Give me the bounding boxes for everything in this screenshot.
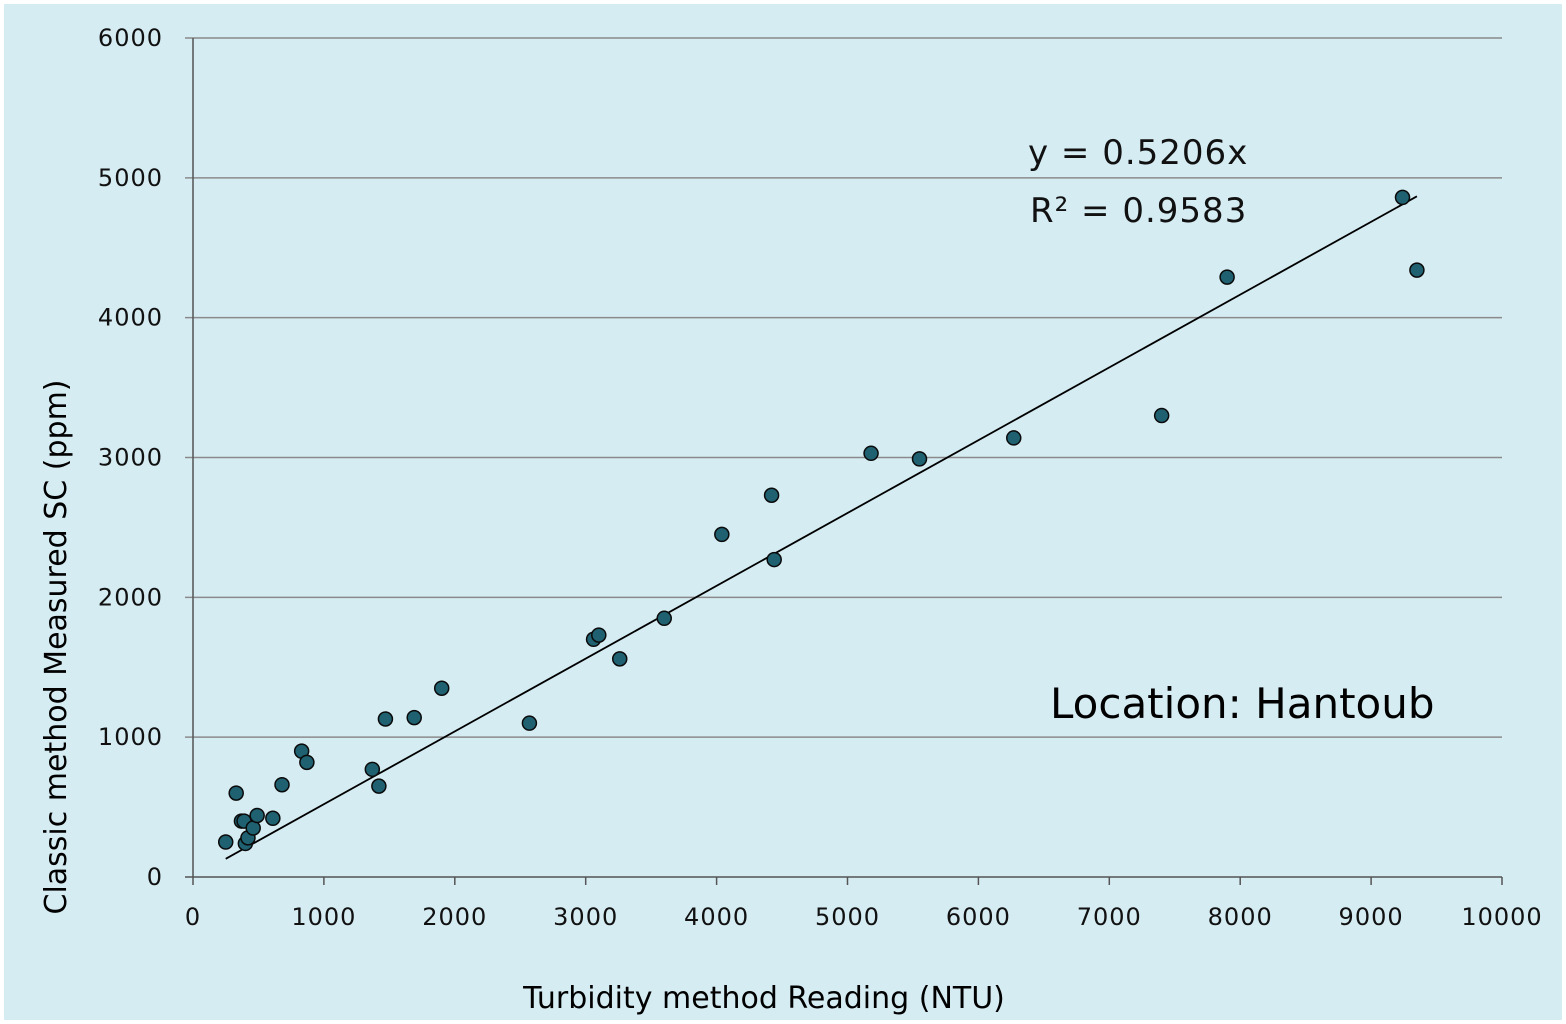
x-tick-label: 4000 (684, 903, 749, 931)
data-point (228, 785, 244, 801)
data-point (1219, 269, 1235, 285)
data-point (1153, 407, 1170, 424)
x-tick-label: 0 (185, 903, 201, 931)
r-squared-label: R² = 0.9583 (1030, 191, 1247, 231)
gridlines (185, 37, 1502, 738)
data-points (217, 189, 1425, 852)
data-point (371, 778, 387, 794)
y-axis-title: Classic method Measured SC (ppm) (39, 379, 74, 914)
x-tick-label: 8000 (1208, 903, 1273, 931)
chart-background (4, 4, 1562, 1020)
x-tick-label: 3000 (553, 903, 618, 931)
y-tick-label: 5000 (98, 164, 163, 192)
data-point (249, 807, 265, 824)
y-tick-label: 0 (147, 863, 163, 891)
trendline-equation: y = 0.5206x (1028, 133, 1248, 173)
data-point (1394, 189, 1411, 206)
data-point (521, 715, 538, 731)
data-point (656, 610, 672, 627)
data-point (1409, 262, 1425, 278)
data-point (714, 526, 730, 543)
location-label: Location: Hantoub (1050, 679, 1435, 728)
data-point (274, 776, 290, 793)
data-point (591, 627, 607, 643)
x-tick-label: 7000 (1077, 903, 1142, 931)
data-point (377, 711, 394, 727)
data-point (911, 451, 928, 467)
data-point (299, 754, 315, 771)
x-tick-label: 6000 (946, 903, 1011, 931)
x-tick-label: 2000 (422, 903, 487, 931)
axes (185, 38, 1503, 885)
data-point (406, 709, 422, 726)
data-point (364, 761, 381, 778)
data-point (1005, 430, 1022, 446)
data-point (217, 834, 234, 850)
data-point (863, 445, 879, 462)
x-tick-label: 1000 (291, 903, 356, 931)
x-tick-label: 5000 (815, 903, 880, 931)
data-point (611, 651, 628, 667)
y-tick-label: 4000 (98, 304, 163, 332)
y-tick-label: 3000 (98, 444, 163, 472)
y-tick-label: 6000 (98, 24, 163, 52)
x-axis-title: Turbidity method Reading (NTU) (522, 981, 1005, 1016)
data-point (265, 810, 281, 827)
y-tick-label: 2000 (98, 583, 163, 611)
data-point (763, 487, 780, 504)
y-tick-label: 1000 (98, 723, 163, 751)
data-point (433, 680, 450, 696)
trendline-group (225, 195, 1418, 860)
data-point (766, 551, 782, 568)
trendline (225, 195, 1418, 860)
x-tick-label: 9000 (1339, 903, 1404, 931)
x-tick-label: 10000 (1461, 903, 1542, 931)
tick-labels: 0 1000 2000 3000 4000 5000 6000 0 1000 2000 3000 40… (98, 24, 1542, 931)
